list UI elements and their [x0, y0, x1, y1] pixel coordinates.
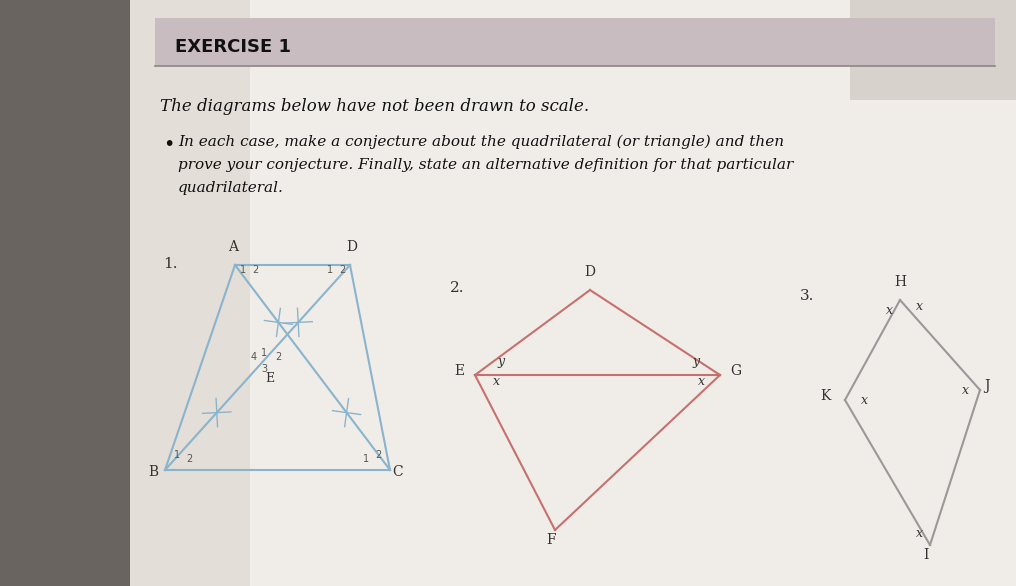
Text: The diagrams below have not been drawn to scale.: The diagrams below have not been drawn t… [160, 98, 589, 115]
Text: 4: 4 [251, 352, 257, 362]
Text: 2: 2 [375, 450, 381, 460]
Text: prove your conjecture. Finally, state an alternative definition for that particu: prove your conjecture. Finally, state an… [178, 158, 793, 172]
Text: •: • [163, 135, 175, 154]
Text: 3.: 3. [800, 289, 815, 303]
Text: 2.: 2. [450, 281, 464, 295]
Text: 1: 1 [174, 450, 180, 460]
Text: y: y [497, 355, 504, 368]
Text: 2: 2 [275, 352, 281, 362]
FancyBboxPatch shape [850, 0, 1016, 100]
Text: 1: 1 [327, 265, 333, 275]
Text: quadrilateral.: quadrilateral. [178, 181, 283, 195]
Text: x: x [916, 527, 923, 540]
Text: 2: 2 [339, 265, 345, 275]
Text: H: H [894, 275, 906, 289]
Text: B: B [148, 465, 158, 479]
Text: F: F [547, 533, 556, 547]
Text: G: G [731, 364, 742, 378]
Text: K: K [821, 389, 831, 403]
Text: 1: 1 [261, 348, 267, 358]
Text: x: x [962, 384, 969, 397]
Polygon shape [130, 0, 250, 586]
Text: 3: 3 [261, 364, 267, 374]
Text: C: C [393, 465, 403, 479]
Text: EXERCISE 1: EXERCISE 1 [175, 38, 291, 56]
Text: x: x [493, 375, 500, 388]
Text: 1.: 1. [163, 257, 178, 271]
Text: x: x [916, 300, 923, 313]
FancyBboxPatch shape [0, 0, 130, 586]
FancyBboxPatch shape [155, 18, 995, 66]
Text: 2: 2 [186, 454, 192, 464]
Text: A: A [228, 240, 238, 254]
Text: E: E [265, 372, 274, 385]
Text: J: J [985, 379, 990, 393]
Text: In each case, make a conjecture about the quadrilateral (or triangle) and then: In each case, make a conjecture about th… [178, 135, 784, 149]
Text: x: x [886, 304, 893, 317]
Text: y: y [692, 355, 699, 368]
FancyBboxPatch shape [130, 0, 1016, 586]
Text: D: D [346, 240, 358, 254]
Text: 2: 2 [252, 265, 258, 275]
Text: I: I [924, 548, 929, 562]
Text: 1: 1 [363, 454, 369, 464]
Text: 1: 1 [240, 265, 246, 275]
Text: E: E [454, 364, 464, 378]
Text: x: x [861, 394, 868, 407]
Text: x: x [698, 375, 705, 388]
Text: D: D [584, 265, 595, 279]
